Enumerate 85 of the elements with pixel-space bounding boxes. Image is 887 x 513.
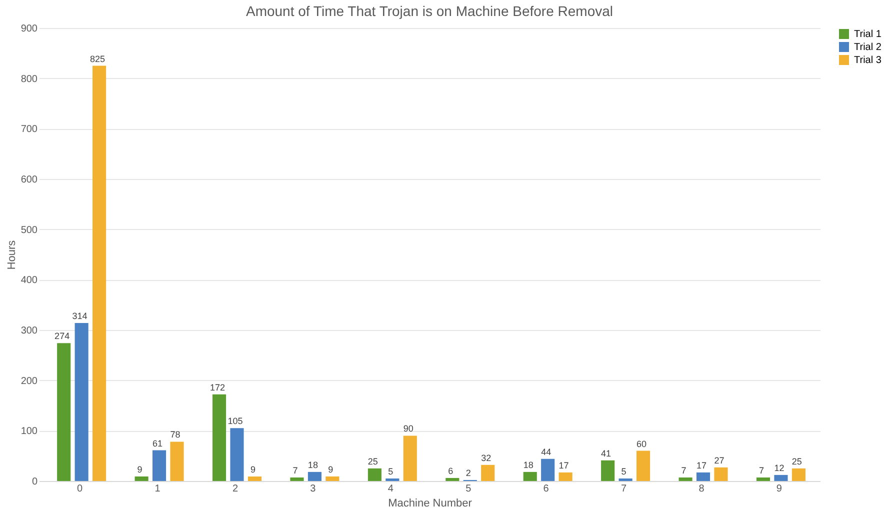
- bar: [290, 477, 304, 481]
- bar: [368, 468, 382, 481]
- y-tick-label: 900: [20, 24, 38, 34]
- bar: [541, 458, 555, 481]
- x-tick-label: 5: [466, 484, 472, 494]
- legend-label: Trial 1: [854, 29, 882, 40]
- data-label: 9: [137, 464, 142, 474]
- bar: [386, 478, 400, 481]
- bar: [446, 478, 460, 481]
- bar: [134, 476, 148, 481]
- bar: [248, 476, 262, 481]
- data-label: 5: [388, 466, 394, 476]
- x-tick-label: 0: [77, 484, 84, 494]
- x-tick-label: 3: [310, 484, 316, 494]
- data-label: 17: [696, 460, 706, 470]
- bar: [212, 394, 226, 481]
- data-label: 25: [792, 456, 802, 466]
- y-tick-label: 500: [20, 224, 38, 236]
- bar: [170, 442, 184, 481]
- data-label: 78: [170, 430, 180, 440]
- bar: [308, 472, 322, 481]
- data-label: 32: [481, 452, 492, 463]
- bar: [152, 450, 166, 481]
- y-tick-label: 600: [20, 174, 38, 186]
- data-label: 90: [403, 424, 414, 434]
- bar: [92, 66, 106, 481]
- x-tick-label: 7: [620, 484, 627, 494]
- y-tick-label: 300: [20, 326, 38, 336]
- x-tick-label: 1: [154, 484, 161, 494]
- data-label: 2: [466, 468, 471, 478]
- x-axis-title: Machine Number: [388, 498, 472, 510]
- data-label: 41: [601, 448, 612, 458]
- legend-label: Trial 2: [854, 42, 882, 53]
- bar: [74, 322, 88, 481]
- data-label: 17: [558, 460, 569, 470]
- data-label: 825: [90, 54, 106, 64]
- data-label: 27: [714, 455, 724, 466]
- data-label: 172: [210, 382, 226, 392]
- bar: [678, 477, 692, 481]
- data-label: 5: [621, 466, 626, 476]
- y-tick-label: 100: [20, 426, 38, 438]
- data-label: 18: [308, 460, 318, 470]
- bar: [403, 436, 417, 481]
- bar: [636, 450, 650, 481]
- data-label: 25: [368, 456, 378, 466]
- bar: [714, 467, 728, 481]
- bar: [696, 472, 710, 481]
- x-tick-label: 9: [776, 484, 782, 494]
- data-label: 9: [250, 464, 256, 474]
- bar: [558, 472, 572, 481]
- y-tick-label: 400: [20, 275, 38, 286]
- data-label: 6: [448, 466, 454, 476]
- bar: [326, 476, 340, 481]
- data-label: 7: [681, 465, 686, 476]
- data-label: 12: [774, 462, 784, 473]
- x-tick-label: 2: [232, 484, 238, 494]
- data-label: 274: [54, 331, 70, 342]
- chart-title: Amount of Time That Trojan is on Machine Before Removal: [246, 3, 614, 19]
- bar: [792, 468, 806, 481]
- bar: [756, 477, 770, 481]
- data-label: 18: [523, 460, 534, 470]
- bar: [618, 478, 632, 481]
- data-label: 105: [228, 416, 243, 426]
- y-tick-label: 700: [20, 124, 38, 136]
- data-label: 60: [636, 438, 647, 449]
- data-label: 9: [328, 464, 334, 474]
- data-label: 44: [541, 446, 552, 457]
- x-tick-label: 4: [388, 484, 394, 494]
- bar: [523, 472, 537, 481]
- bar: [481, 464, 495, 481]
- data-label: 7: [292, 465, 298, 476]
- legend-label: Trial 3: [854, 55, 882, 66]
- y-tick-label: 0: [32, 476, 38, 488]
- y-tick-label: 200: [20, 376, 38, 387]
- data-label: 7: [758, 465, 764, 476]
- data-label: 314: [72, 310, 88, 321]
- y-tick-label: 800: [20, 74, 38, 85]
- y-axis-title: Hours: [6, 240, 18, 270]
- bar: [601, 460, 615, 481]
- bar: [230, 428, 244, 481]
- x-tick-label: 8: [698, 484, 705, 494]
- data-label: 61: [152, 438, 163, 448]
- bar: [57, 343, 71, 481]
- x-tick-label: 6: [543, 484, 550, 494]
- bar: [774, 474, 788, 481]
